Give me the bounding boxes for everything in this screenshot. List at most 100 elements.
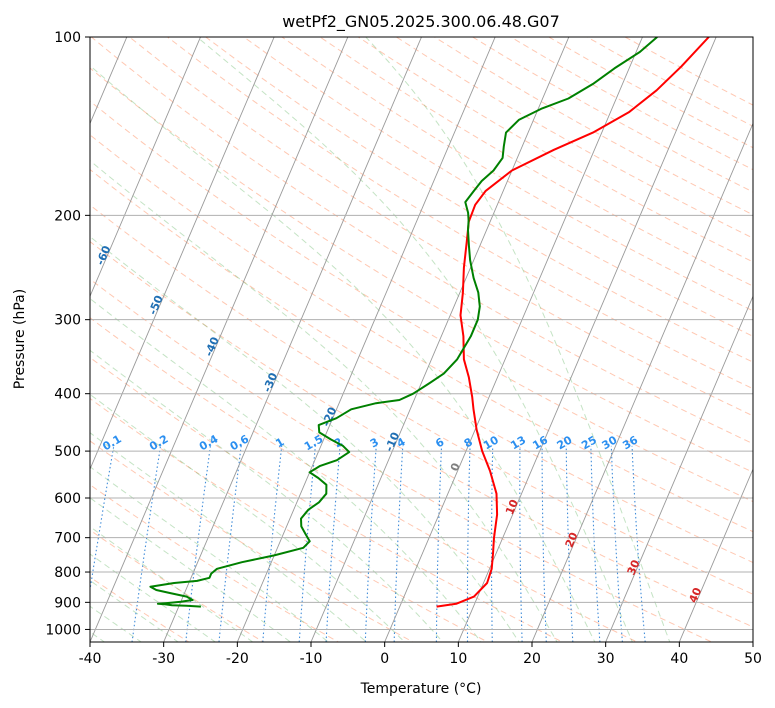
y-axis-title: Pressure (hPa) xyxy=(12,289,28,389)
axes: -40 -30 -20 -10 0 10 20 30 40 5010020030040050060… xyxy=(45,30,762,667)
isotherm xyxy=(457,37,717,642)
plot-frame xyxy=(89,36,754,643)
y-tick-label: 700 xyxy=(54,531,81,547)
dry-adiabat xyxy=(90,204,753,595)
isotherm xyxy=(310,37,570,642)
x-tick-label: -30 xyxy=(152,651,175,667)
dewpoint-profile xyxy=(149,37,658,608)
dry-adiabat xyxy=(90,134,753,533)
x-tick-label: -20 xyxy=(226,651,249,667)
dry-adiabat xyxy=(586,37,753,127)
moist-adiabat xyxy=(90,553,217,642)
mixing-ratio-label: 8 xyxy=(462,435,475,450)
isotherm xyxy=(752,640,753,642)
dry-adiabat xyxy=(433,37,753,216)
y-tick-label: 800 xyxy=(54,565,81,581)
isotherm xyxy=(163,37,422,642)
dry-adiabat xyxy=(128,37,753,417)
mixing-ratio-label: 16 xyxy=(530,433,550,452)
x-tick-label: -40 xyxy=(79,651,102,667)
mixing-ratio-line xyxy=(218,445,242,642)
isotherm xyxy=(678,467,753,642)
dry-adiabat xyxy=(242,37,753,337)
moist-adiabat xyxy=(90,466,330,642)
mixing-ratio-label: 6 xyxy=(433,435,446,450)
dry-adiabat xyxy=(624,37,753,106)
dry-adiabat xyxy=(90,529,265,642)
moist-adiabat xyxy=(90,497,292,642)
dry-adiabat xyxy=(90,67,753,473)
mixing-ratio-label: 30 xyxy=(600,433,620,452)
y-tick-label: 600 xyxy=(54,491,81,507)
x-axis-title: Temperature (°C) xyxy=(360,681,482,697)
y-tick-label: 200 xyxy=(54,208,81,224)
grid-lines xyxy=(0,10,753,654)
x-tick-label: 40 xyxy=(670,651,688,667)
mixing-ratio-line xyxy=(393,445,404,642)
mixing-ratio-label: 0.6 xyxy=(228,432,252,453)
dry-adiabat xyxy=(166,37,753,390)
dry-adiabat xyxy=(90,397,489,642)
moist-adiabat xyxy=(90,160,558,642)
y-tick-label: 400 xyxy=(54,387,81,403)
dry-adiabat xyxy=(509,37,753,171)
dry-adiabat xyxy=(90,37,753,445)
isotherm xyxy=(90,37,128,125)
moist-adiabat xyxy=(90,432,368,642)
moist-adiabat xyxy=(90,236,520,642)
y-tick-label: 500 xyxy=(54,444,81,460)
mixing-ratio-line xyxy=(131,445,162,642)
mixing-ratio-label: 1.5 xyxy=(302,432,325,453)
dry-adiabat xyxy=(90,576,190,642)
moist-adiabat xyxy=(90,64,596,642)
isotherm xyxy=(531,122,753,642)
chart-title: wetPf2_GN05.2025.300.06.48.G07 xyxy=(282,12,560,32)
mixing-ratio-line xyxy=(565,445,574,642)
mixing-ratio-label: 0.2 xyxy=(147,432,170,453)
dry-adiabat xyxy=(471,37,753,193)
isotherm-label: 20 xyxy=(563,530,581,549)
dry-adiabat xyxy=(90,356,564,642)
isotherm-label: 40 xyxy=(686,585,704,604)
isotherm-label: -80 xyxy=(0,145,8,169)
mixing-ratio-line xyxy=(610,445,623,642)
mixing-ratio-line xyxy=(325,445,341,642)
dry-adiabat xyxy=(90,484,340,642)
moist-adiabat xyxy=(365,37,671,642)
isotherm xyxy=(90,37,201,298)
dry-adiabat xyxy=(90,241,753,628)
mixing-ratio-label: 36 xyxy=(620,433,640,452)
dry-adiabat xyxy=(90,278,713,642)
isotherm xyxy=(90,37,275,471)
moist-adiabat xyxy=(90,526,254,642)
dry-adiabat xyxy=(281,37,753,312)
moist-adiabat xyxy=(90,349,444,642)
x-tick-label: 30 xyxy=(597,651,615,667)
mixing-ratio-line xyxy=(466,445,471,642)
x-tick-label: 0 xyxy=(380,651,389,667)
isotherm-label: 10 xyxy=(503,497,521,516)
y-tick-label: 1000 xyxy=(45,622,81,638)
isotherm-label: 30 xyxy=(625,558,643,577)
x-tick-label: 20 xyxy=(523,651,541,667)
mixing-ratio-line xyxy=(90,445,115,594)
mixing-ratio-label: 3 xyxy=(368,435,381,450)
dry-adiabat xyxy=(90,317,639,642)
isotherm xyxy=(236,37,496,642)
mixing-ratio-line xyxy=(435,445,443,642)
isotherm xyxy=(384,37,643,642)
background-lines xyxy=(90,37,753,642)
isotherm xyxy=(0,10,65,654)
dry-adiabat xyxy=(395,37,753,239)
y-tick-label: 300 xyxy=(54,313,81,329)
mixing-ratio-line xyxy=(631,445,646,642)
mixing-ratio-line xyxy=(364,445,377,642)
mixing-ratio-line xyxy=(519,445,523,642)
dry-adiabat xyxy=(90,100,753,503)
x-tick-label: 10 xyxy=(449,651,467,667)
x-tick-label: 50 xyxy=(744,651,762,667)
profile-series xyxy=(149,37,710,608)
x-tick-label: -10 xyxy=(300,651,323,667)
moist-adiabat xyxy=(196,37,633,642)
